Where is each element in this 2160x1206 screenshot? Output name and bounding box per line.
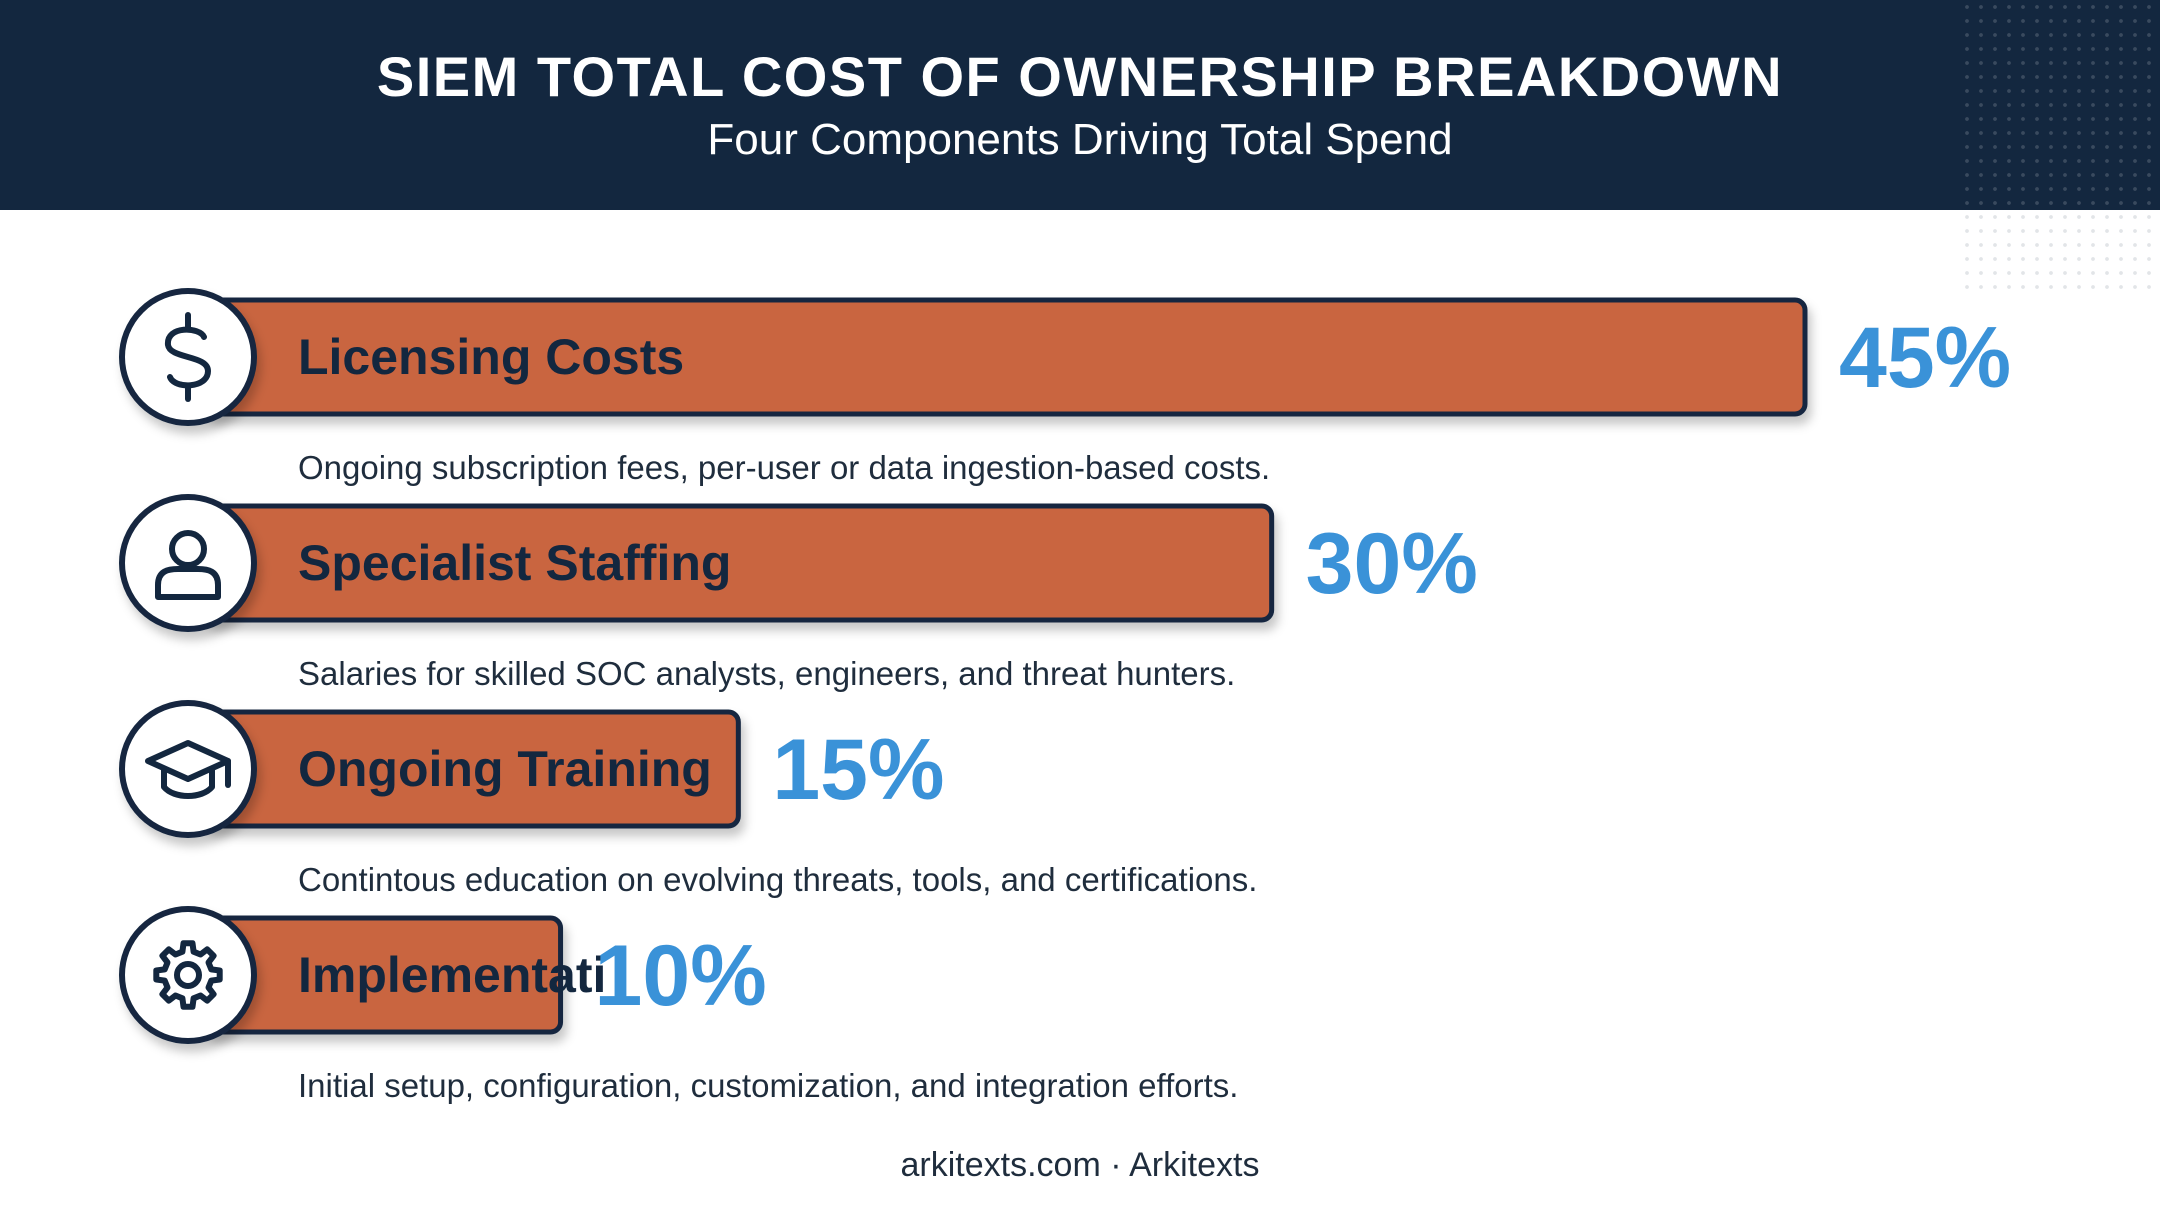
graduation-cap-icon	[145, 740, 231, 799]
bar-description: Salaries for skilled SOC analysts, engin…	[298, 655, 1235, 692]
bar-row: Ongoing Training 15% Contintous education …	[119, 700, 1257, 898]
bar-row: Specialist Staffing 30% Salaries for skill…	[119, 494, 1478, 692]
icon-badge	[119, 494, 257, 632]
page-title: SIEM TOTAL COST OF OWNERSHIP BREAKDOWN	[376, 45, 1784, 108]
dollar-icon	[165, 312, 211, 402]
dot-pattern	[1960, 0, 2160, 210]
value-label: 45%	[1839, 310, 2011, 406]
value-label: 15%	[772, 722, 944, 818]
icon-badge	[119, 906, 257, 1044]
icon-badge	[119, 700, 257, 838]
bar-description: Initial setup, configuration, customizat…	[298, 1067, 1238, 1104]
person-icon	[155, 530, 221, 600]
value-label: 10%	[595, 928, 767, 1024]
header-banner: SIEM TOTAL COST OF OWNERSHIP BREAKDOWN F…	[0, 0, 2160, 210]
bar-label: Specialist Staffing	[298, 535, 731, 591]
page-subtitle: Four Components Driving Total Spend	[707, 115, 1453, 164]
value-label: 30%	[1306, 516, 1478, 612]
bar-label: Licensing Costs	[298, 329, 684, 385]
gear-icon	[153, 940, 223, 1010]
bar-label: Implementati	[298, 947, 606, 1003]
bar-label: Ongoing Training	[298, 741, 712, 797]
bar-description: Ongoing subscription fees, per-user or d…	[298, 449, 1270, 486]
dot-pattern-lower	[1960, 210, 2160, 290]
bar-description: Contintous education on evolving threats…	[298, 861, 1257, 898]
bar-row: Licensing Costs 45% Ongoing subscription f…	[119, 288, 2011, 486]
icon-badge	[119, 288, 257, 426]
footer-credit: arkitexts.com · Arkitexts	[900, 1146, 1260, 1184]
